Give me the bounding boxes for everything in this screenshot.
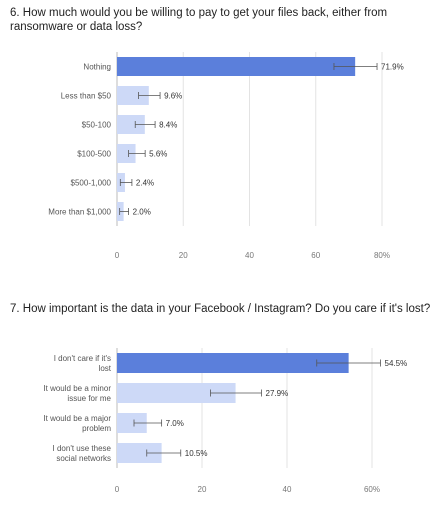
- category-label: Nothing: [83, 63, 111, 72]
- error-bar: [210, 389, 262, 397]
- error-bar: [316, 359, 381, 367]
- category-label: $100-500: [77, 150, 111, 159]
- category-label: Less than $50: [61, 92, 112, 101]
- category-label: It would be a major problem: [43, 414, 111, 433]
- error-bar: [146, 449, 182, 457]
- data-label: 27.9%: [266, 389, 289, 398]
- error-bar: [128, 150, 146, 157]
- category-label: More than $1,000: [48, 208, 111, 217]
- category-label: $50-100: [82, 121, 112, 130]
- error-bar: [119, 208, 129, 215]
- data-label: 10.5%: [185, 449, 208, 458]
- error-bar: [138, 92, 161, 99]
- x-tick-label: 60: [311, 251, 320, 260]
- data-label: 8.4%: [159, 121, 177, 130]
- x-tick-label: 40: [245, 251, 254, 260]
- chart-2-social-data-importance: 0 20 40 60% I don't care if it's lost 54.5% It …: [43, 348, 408, 494]
- error-bar: [333, 63, 378, 70]
- data-label: 54.5%: [385, 359, 408, 368]
- category-label: I don't use these social networks: [53, 444, 112, 463]
- bar: [117, 144, 136, 163]
- category-label: $500-1,000: [71, 179, 112, 188]
- x-tick-label: 80%: [374, 251, 390, 260]
- category-label: It would be a minor issue for me: [43, 384, 111, 403]
- x-tick-label: 60%: [364, 485, 380, 494]
- data-label: 5.6%: [149, 150, 167, 159]
- bar: [117, 413, 147, 433]
- x-tick-label: 0: [115, 251, 120, 260]
- chart-1-ransom-payment: 0 20 40 60 80% Nothing 71.9% Less than $50 9.6% $…: [48, 52, 404, 260]
- error-bar: [133, 419, 163, 427]
- x-tick-label: 20: [179, 251, 188, 260]
- data-label: 9.6%: [164, 92, 182, 101]
- chart-1-title: 6. How much would you be willing to pay …: [10, 7, 388, 33]
- bar: [117, 86, 149, 105]
- category-label: I don't care if it's lost: [54, 354, 112, 373]
- bar: [117, 383, 236, 403]
- x-tick-label: 0: [115, 485, 120, 494]
- bar: [117, 353, 349, 373]
- data-label: 71.9%: [381, 63, 404, 72]
- data-label: 2.4%: [136, 179, 154, 188]
- error-bar: [134, 121, 156, 128]
- data-label: 2.0%: [133, 208, 151, 217]
- x-tick-label: 20: [198, 485, 207, 494]
- bar: [117, 57, 356, 76]
- chart-2-title: 7. How important is the data in your Fac…: [10, 303, 431, 315]
- error-bar: [119, 179, 133, 186]
- bar: [117, 115, 145, 134]
- bar: [117, 443, 162, 463]
- data-label: 7.0%: [166, 419, 184, 428]
- x-tick-label: 40: [283, 485, 292, 494]
